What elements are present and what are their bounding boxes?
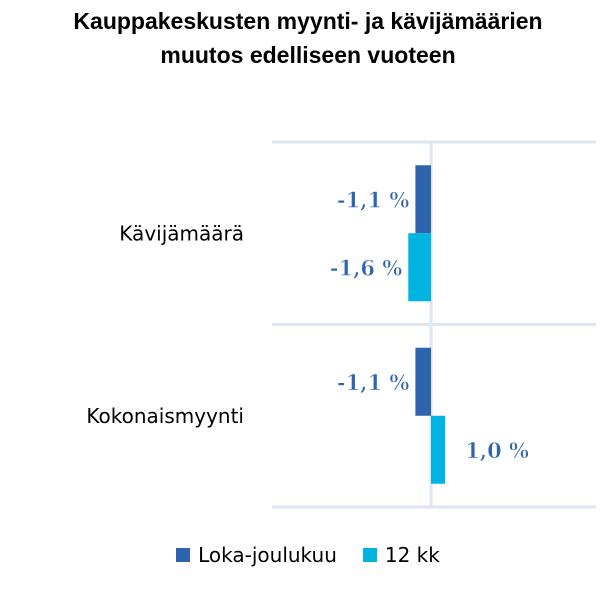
chart-title: Kauppakeskusten myynti- ja kävijämäärien… [0, 4, 616, 72]
legend-item-series-2: 12 kk [362, 543, 440, 567]
category-label-2: Kokonaismyynti [86, 404, 244, 428]
legend-label-series-2: 12 kk [384, 543, 440, 567]
bar-2-2 [431, 415, 446, 484]
chart-legend: Loka-joulukuu 12 kk [0, 543, 616, 567]
data-label-1-2: -1,1 % [337, 370, 410, 395]
data-label-2-2: 1,0 % [465, 438, 529, 463]
bar-1-1 [415, 165, 431, 234]
chart-title-line-1: Kauppakeskusten myynti- ja kävijämäärien [73, 8, 543, 34]
legend-label-series-1: Loka-joulukuu [198, 543, 337, 567]
category-label-1: Kävijämäärä [119, 221, 244, 245]
legend-swatch-series-1 [176, 548, 191, 562]
chart-title-line-2: muutos edelliseen vuoteen [160, 42, 456, 68]
data-label-2-1: -1,6 % [330, 255, 403, 280]
data-label-1-1: -1,1 % [337, 187, 410, 212]
bar-2-1 [408, 233, 431, 302]
bar-1-2 [415, 347, 431, 416]
legend-item-series-1: Loka-joulukuu [176, 543, 337, 567]
legend-swatch-series-2 [362, 548, 377, 562]
